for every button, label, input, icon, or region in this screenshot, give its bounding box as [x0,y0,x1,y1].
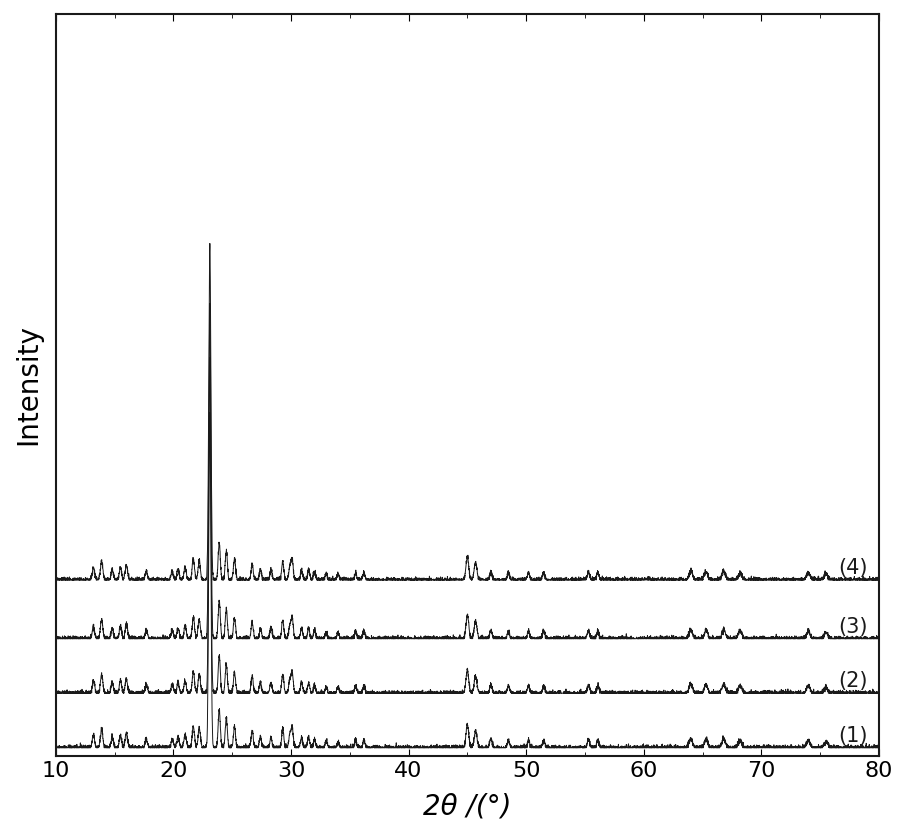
X-axis label: 2θ /(°): 2θ /(°) [423,792,512,820]
Y-axis label: Intensity: Intensity [14,324,42,445]
Text: (4): (4) [838,558,867,578]
Text: (3): (3) [838,616,867,636]
Text: (2): (2) [838,671,867,691]
Text: (1): (1) [838,726,867,746]
